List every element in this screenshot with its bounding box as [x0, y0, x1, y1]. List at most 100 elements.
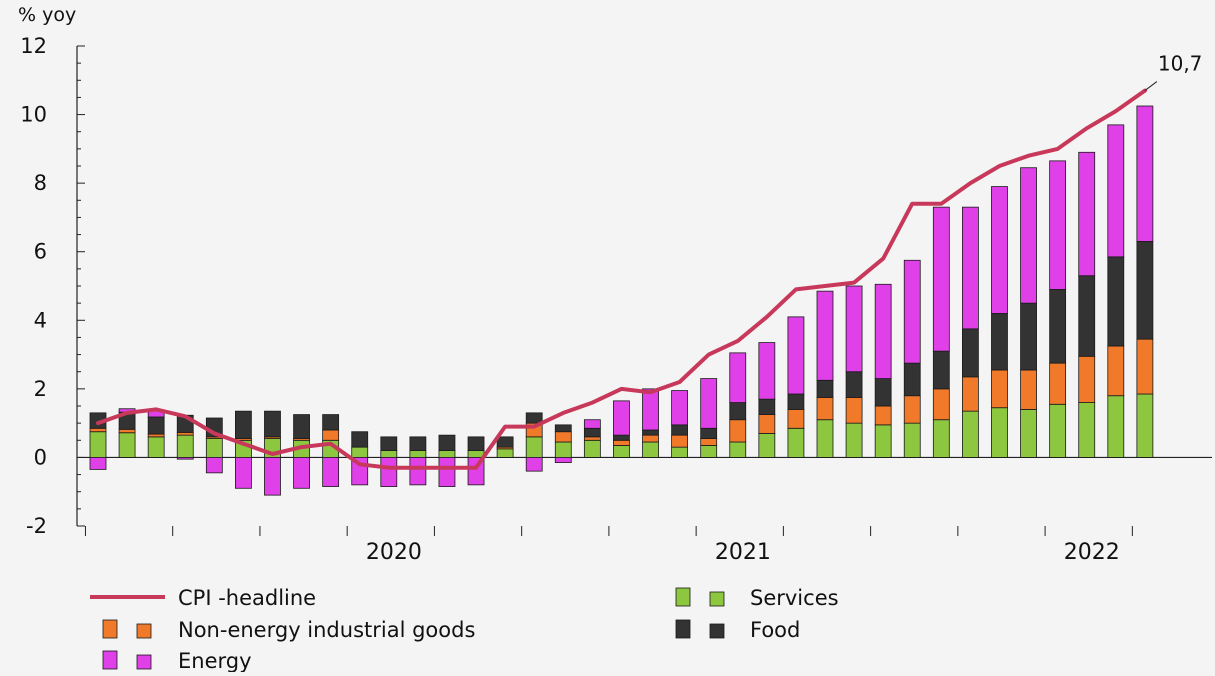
bar-segment-food [845, 371, 863, 398]
bar-segment-services [554, 441, 572, 458]
legend-label: Non-energy industrial goods [178, 618, 475, 642]
bar-segment-food [903, 362, 921, 397]
bar-segment-energy [874, 283, 892, 379]
bar-segment-food [293, 414, 310, 439]
bar-segment-services [671, 446, 688, 458]
bar-segment-services [903, 422, 921, 458]
bar-segment-non-energy-industrial-goods [903, 395, 921, 424]
bar-segment-services [118, 432, 136, 458]
chart-text: -2 0 2 4 6 8 10 12 2020 2021 2022 % yoy 10,7 [18, 4, 1202, 565]
bar-segment-food [991, 313, 1008, 371]
bar-segment-energy [583, 419, 601, 429]
bar-segment-non-energy-industrial-goods [874, 405, 892, 426]
bar-segment-non-energy-industrial-goods [147, 433, 165, 438]
bar-segment-services [613, 445, 630, 458]
legend-swatch-box-small [709, 623, 725, 639]
bar-segment-food [525, 412, 543, 424]
y-tick-label: 4 [34, 308, 47, 332]
bar-segment-non-energy-industrial-goods [991, 369, 1008, 409]
bar-segment-services [409, 450, 427, 458]
bar-segment-services [176, 434, 194, 458]
bar-segment-food [234, 410, 252, 439]
bar-segment-non-energy-industrial-goods [118, 428, 136, 434]
bar-segment-energy [932, 206, 950, 352]
bar-segment-food [700, 427, 718, 439]
bar-segment-food [496, 436, 514, 448]
bar-segment-food [380, 436, 398, 451]
bar-segment-non-energy-industrial-goods [729, 419, 747, 443]
bar-segment-services [932, 419, 950, 458]
bar-segment-energy [205, 457, 223, 474]
bar-segment-energy [264, 457, 281, 496]
bar-segment-non-energy-industrial-goods [816, 397, 834, 421]
bar-segment-food [874, 378, 892, 407]
legend-item-non-energy-industrial-goods: Non-energy industrial goods [102, 618, 475, 642]
bar-segment-energy [1078, 151, 1096, 277]
bar-segment-energy [234, 457, 252, 489]
bar-segment-energy [845, 285, 863, 373]
bar-segment-services [962, 410, 979, 458]
annotation-leader [1144, 81, 1158, 91]
bar-segment-services [438, 450, 456, 458]
bar-segment-non-energy-industrial-goods [700, 438, 718, 446]
bar-segment-food [758, 398, 776, 415]
bar-segment-non-energy-industrial-goods [671, 434, 688, 448]
bar-segment-services [845, 422, 863, 458]
bar-segment-energy [89, 457, 107, 470]
cpi-headline-line [96, 88, 1147, 470]
bar-segment-energy [962, 206, 979, 330]
bar-segment-food [467, 436, 485, 451]
legend-item-cpi-headline: CPI -headline [90, 586, 316, 610]
y-unit-label: % yoy [18, 4, 76, 26]
legend-label: CPI -headline [178, 586, 316, 610]
bar-segment-services [525, 436, 543, 458]
y-tick-label: 12 [20, 34, 47, 58]
bar-segment-services [1107, 395, 1125, 458]
bar-segment-food [932, 350, 950, 390]
last-value-label: 10,7 [1158, 52, 1203, 76]
bar-segment-energy [409, 457, 427, 486]
bar-segment-food [264, 410, 281, 438]
legend-swatch-box [102, 650, 118, 670]
legend-swatch-box [102, 619, 118, 639]
bar-segment-services [991, 407, 1008, 458]
bar-segment-food [613, 434, 630, 441]
legend-item-food: Food [675, 618, 800, 642]
bar-segment-food [351, 431, 369, 448]
legend-swatch-box-small [709, 591, 725, 607]
y-tick-label: 2 [34, 377, 47, 401]
bar-segment-food [409, 436, 427, 451]
bar-segment-non-energy-industrial-goods [554, 431, 572, 443]
bar-segment-food [322, 414, 340, 431]
bar-segment-services [1078, 402, 1096, 458]
bar-segment-non-energy-industrial-goods [845, 397, 863, 424]
bar-segment-energy [991, 186, 1008, 314]
bar-segment-energy [613, 400, 630, 436]
bar-segment-services [1020, 409, 1037, 458]
y-tick-label: 0 [34, 445, 47, 469]
bar-segment-energy [903, 259, 921, 364]
bar-segment-energy [293, 457, 310, 489]
bar-segment-food [1078, 275, 1096, 357]
bar-segment-services [496, 448, 514, 458]
y-tick-label: -2 [26, 514, 47, 538]
bar-segment-services [351, 446, 369, 458]
bar-segment-food [554, 424, 572, 433]
bar-segment-services [700, 445, 718, 458]
bar-segment-food [1049, 289, 1067, 364]
legend-swatch-box-small [136, 654, 152, 670]
legend-label: Services [750, 586, 839, 610]
bar-segment-non-energy-industrial-goods [322, 429, 340, 441]
bar-segment-food [962, 328, 979, 378]
bar-segment-energy [642, 388, 659, 431]
legend: CPI -headline Services Non-energy industri… [90, 586, 839, 673]
bar-segment-services [816, 419, 834, 458]
bar-segment-food [816, 379, 834, 398]
legend-swatch-box [675, 619, 691, 639]
bar-segment-services [380, 450, 398, 458]
legend-swatch-box [675, 587, 691, 607]
x-year-label: 2021 [715, 540, 771, 565]
bar-segment-food [438, 434, 456, 451]
